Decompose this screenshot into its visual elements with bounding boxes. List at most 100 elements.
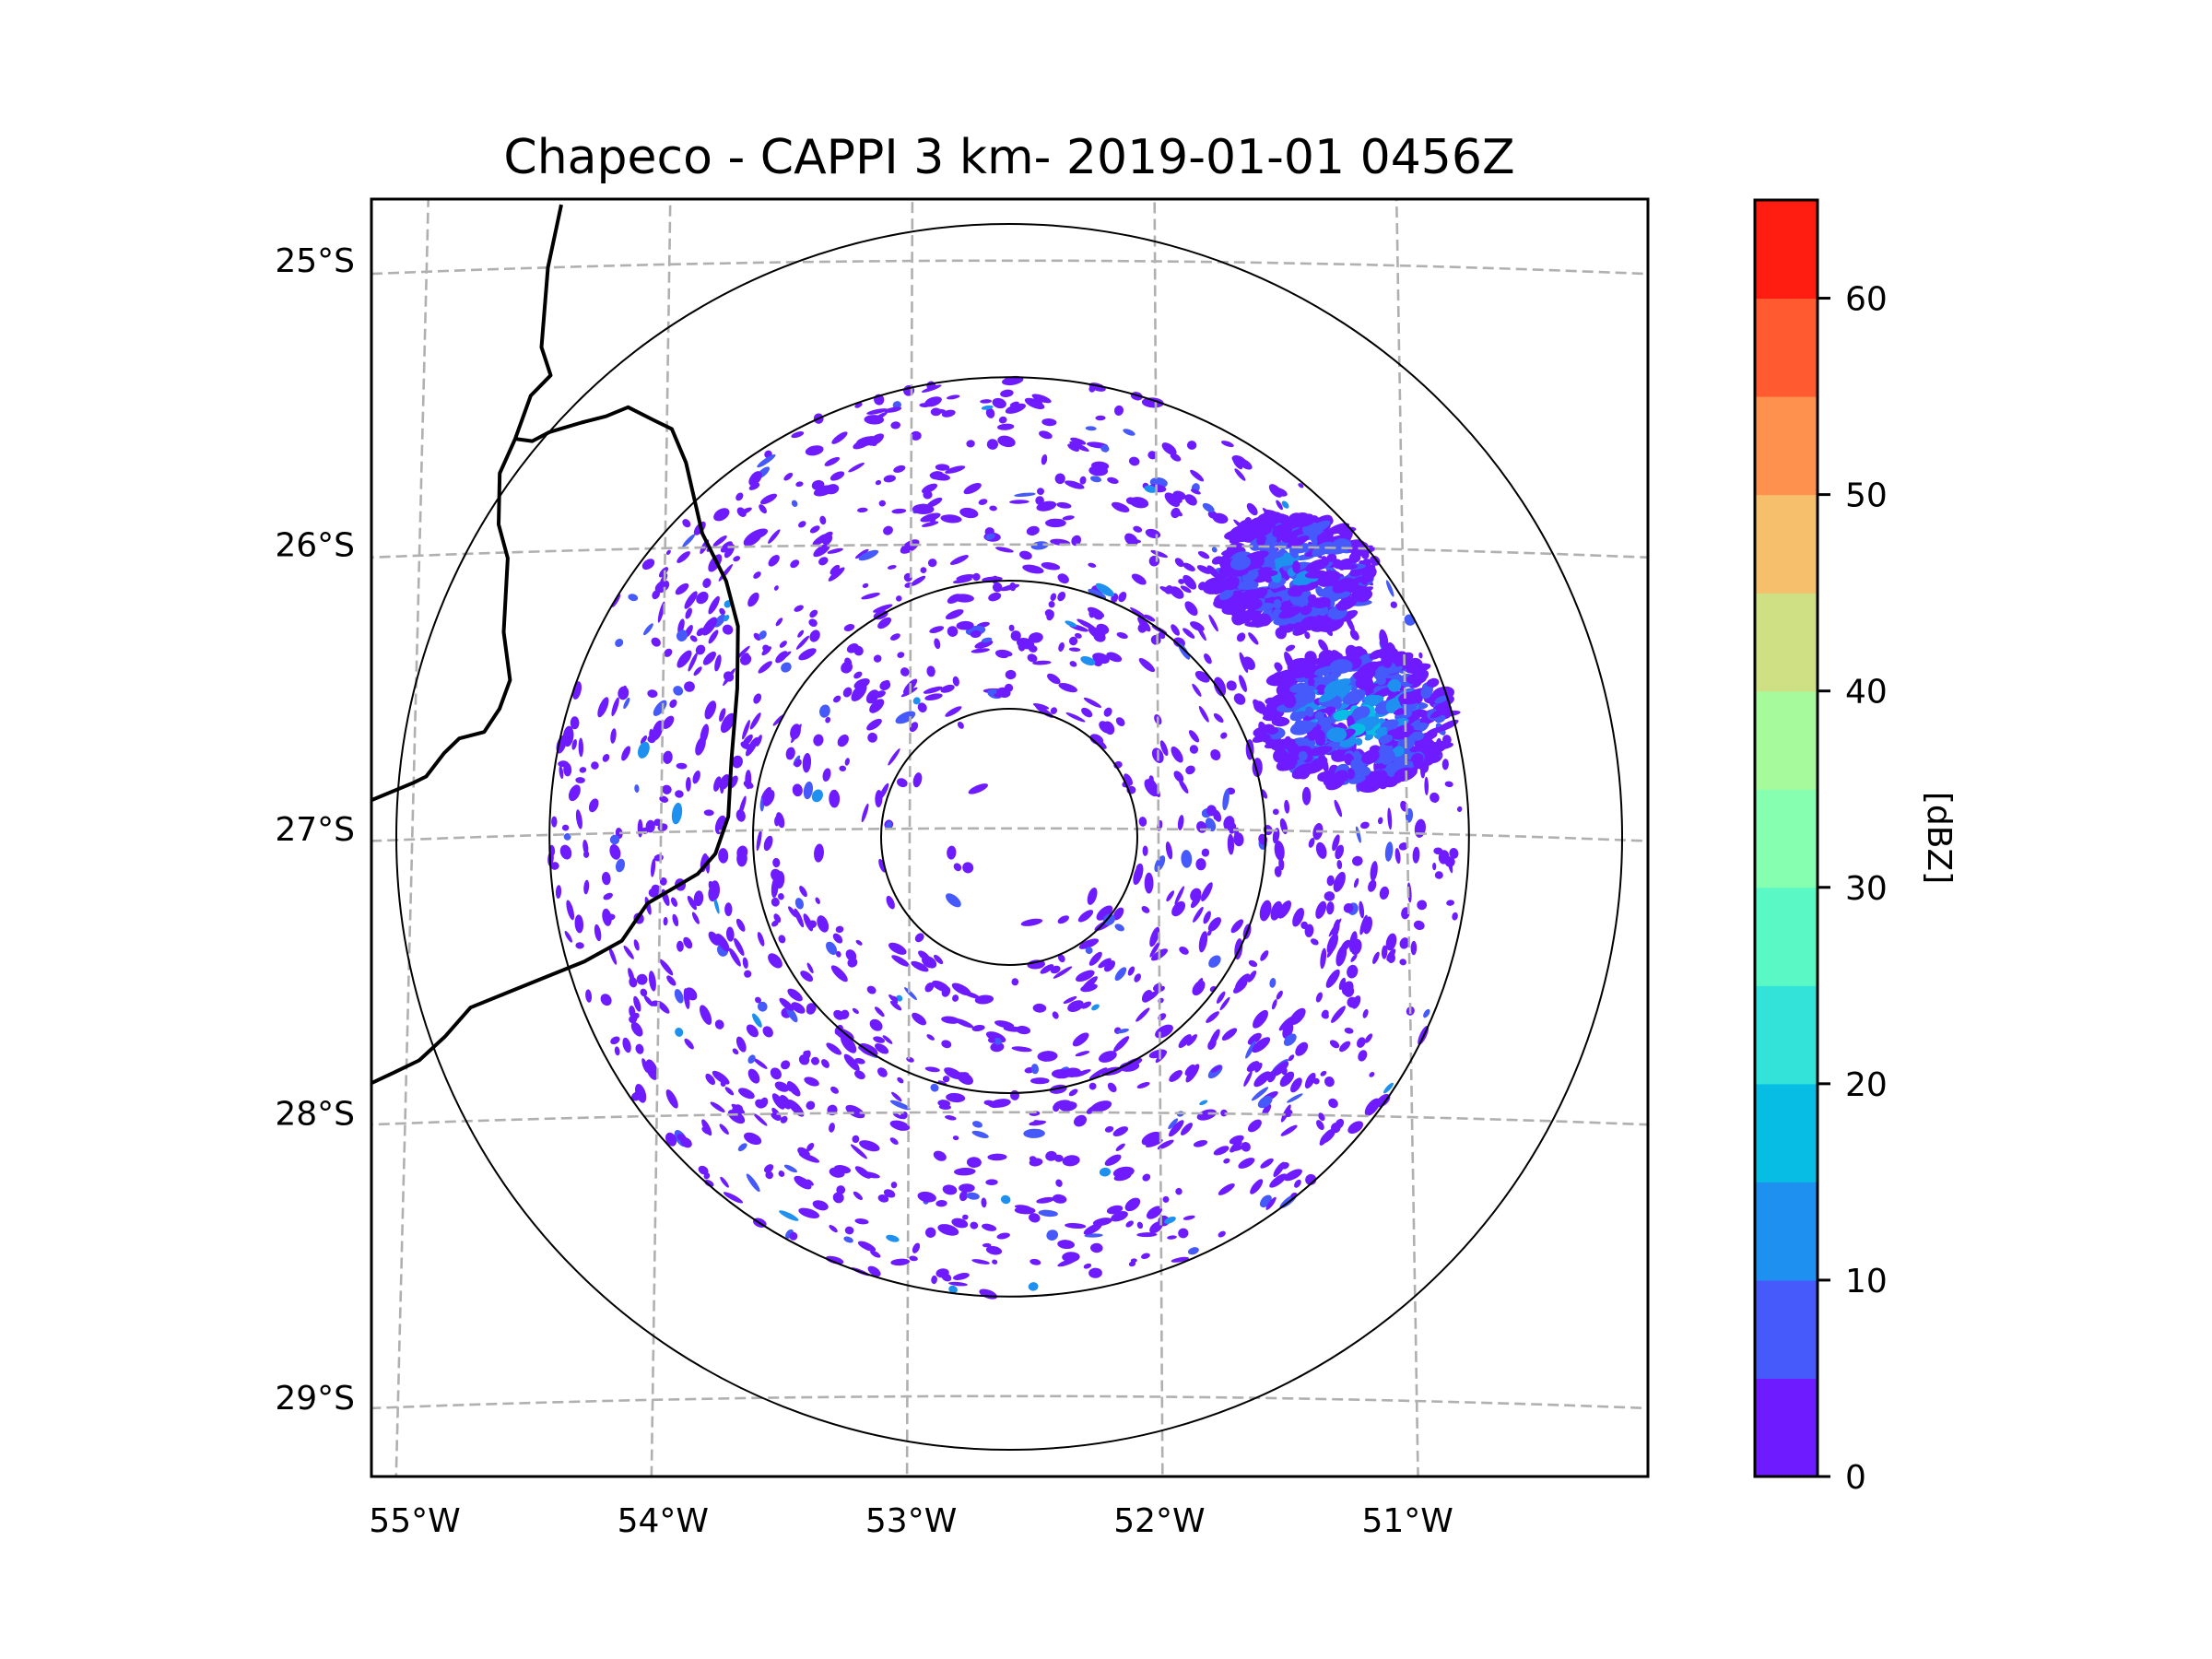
echo-cell — [763, 835, 773, 852]
echo-cell — [815, 897, 820, 905]
echo-cell — [1333, 709, 1351, 721]
echo-cell — [1073, 1114, 1088, 1127]
echo-cell — [677, 650, 692, 668]
echo-cell — [770, 1067, 782, 1080]
echo-cell — [1329, 1040, 1340, 1049]
echo-cell — [930, 471, 944, 480]
echo-cell — [857, 507, 868, 513]
echo-cell — [780, 1115, 788, 1124]
echo-cell — [759, 504, 767, 514]
echo-cell — [921, 521, 939, 527]
echo-cell — [1304, 631, 1311, 640]
echo-cell — [853, 678, 870, 689]
echo-cell — [997, 435, 1016, 448]
echo-cell — [571, 739, 577, 750]
echo-cell — [1050, 965, 1061, 974]
echo-cell — [611, 697, 619, 717]
echo-cell — [719, 774, 731, 790]
echo-cell — [1320, 1070, 1327, 1077]
echo-cell — [1019, 550, 1032, 560]
echo-cell — [974, 640, 994, 649]
echo-cell — [1205, 818, 1217, 832]
echo-cell — [1058, 682, 1077, 693]
echo-cell — [922, 956, 937, 969]
echo-cell — [1088, 1067, 1108, 1080]
echo-cell — [1084, 1233, 1103, 1238]
echo-cell — [1195, 858, 1206, 871]
echo-cell — [695, 644, 706, 655]
map-area[interactable] — [271, 119, 1698, 1549]
echo-cell — [932, 980, 950, 993]
echo-cell — [882, 1035, 893, 1044]
echo-cell — [1039, 430, 1053, 440]
echo-cell — [1355, 676, 1373, 690]
echo-cell — [1107, 1207, 1114, 1213]
echo-cell — [644, 896, 652, 915]
echo-cell — [1221, 600, 1245, 615]
echo-cell — [1102, 913, 1115, 925]
echo-cell — [1233, 832, 1244, 847]
echo-cell — [1196, 565, 1212, 574]
y-tick-label: 26°S — [275, 527, 355, 565]
echo-cell — [934, 638, 941, 650]
echo-cell — [998, 416, 1007, 424]
echo-cell — [1098, 958, 1112, 969]
echo-cell — [1336, 860, 1343, 870]
echo-cell — [866, 985, 877, 994]
echo-cell — [1376, 675, 1386, 686]
echo-cell — [1349, 629, 1359, 641]
echo-cell — [927, 559, 937, 568]
echo-cell — [1014, 1205, 1031, 1210]
echo-cell — [615, 858, 626, 873]
echo-cell — [867, 1265, 881, 1277]
echo-cell — [1169, 1070, 1182, 1082]
echo-cell — [1171, 624, 1180, 636]
echo-cell — [1298, 751, 1308, 761]
echo-cell — [924, 693, 943, 701]
echo-cell — [669, 699, 677, 708]
echo-cell — [1052, 1011, 1059, 1019]
echo-cell — [1310, 938, 1319, 946]
echo-cell — [921, 483, 938, 494]
echo-cell — [1178, 1228, 1189, 1239]
echo-cell — [990, 1041, 1005, 1053]
echo-cell — [926, 665, 935, 677]
echo-cell — [792, 783, 803, 797]
echo-cell — [1261, 789, 1268, 799]
echo-cell — [637, 741, 650, 759]
echo-cell — [835, 950, 841, 958]
echo-cell — [647, 689, 658, 699]
echo-cell — [833, 1009, 844, 1020]
echo-cell — [873, 654, 882, 663]
echo-cell — [971, 1024, 985, 1032]
echo-cell — [940, 684, 955, 693]
echo-cell — [1041, 562, 1061, 571]
echo-cell — [914, 933, 924, 943]
colorbar-tick-label: 20 — [1845, 1066, 1888, 1104]
colorbar-label: [dBZ] — [1920, 792, 1958, 884]
echo-cell — [756, 829, 762, 852]
y-axis-ticks: 25°S 26°S 27°S 28°S 29°S — [275, 242, 355, 1418]
echo-cell — [890, 633, 900, 641]
echo-cell — [826, 1042, 841, 1055]
echo-cell — [867, 732, 877, 743]
echo-cell — [714, 654, 722, 672]
echo-cell — [1254, 1063, 1263, 1073]
echo-cell — [1243, 1071, 1253, 1087]
echo-cell — [1234, 973, 1251, 991]
echo-cell — [783, 1164, 797, 1173]
echo-cell — [1057, 591, 1066, 602]
echo-cell — [1290, 1077, 1302, 1093]
echo-cell — [1269, 1173, 1288, 1188]
echo-cell — [896, 595, 902, 602]
echo-cell — [873, 1036, 886, 1043]
echo-cell — [1226, 680, 1237, 691]
echo-cell — [929, 626, 945, 633]
echo-cell — [830, 471, 845, 481]
echo-cell — [1171, 507, 1181, 519]
echo-cell — [813, 543, 830, 558]
echo-cell — [1028, 1282, 1039, 1291]
echo-cell — [1355, 826, 1361, 843]
echo-cell — [1050, 593, 1057, 602]
echo-cell — [1213, 712, 1224, 724]
